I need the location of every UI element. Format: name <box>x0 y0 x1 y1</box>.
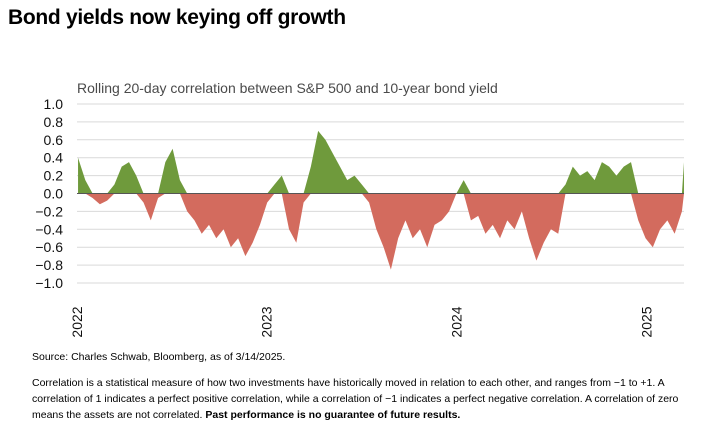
footnote: Correlation is a statistical measure of … <box>32 375 692 423</box>
chart-title: Rolling 20-day correlation between S&P 5… <box>77 80 498 96</box>
y-tick-label: 0.8 <box>44 114 64 130</box>
x-axis-labels: 2022 2023 2024 2025 <box>69 306 655 337</box>
x-tick-label: 2025 <box>639 306 655 337</box>
y-tick-label: −0.8 <box>35 257 63 273</box>
correlation-areas <box>78 130 685 270</box>
y-tick-label: −0.6 <box>35 239 63 255</box>
y-tick-label: 0.6 <box>44 132 64 148</box>
source-note: Source: Charles Schwab, Bloomberg, as of… <box>32 351 286 363</box>
x-tick-label: 2024 <box>448 306 464 337</box>
y-axis-labels: 1.0 0.8 0.6 0.4 0.2 0.0−0.2 −0.4 −0.6 −0.8 −1.0 <box>35 96 63 291</box>
y-tick-label: 0.4 <box>44 150 64 166</box>
y-tick-label: −1.0 <box>35 275 63 291</box>
y-tick-label: 0.2 <box>44 168 64 184</box>
negative-correlation-area <box>78 193 685 270</box>
disclaimer: Past performance is no guarantee of futu… <box>205 409 461 421</box>
grid-lines <box>77 103 684 284</box>
y-tick-label: 1.0 <box>44 96 64 112</box>
positive-correlation-area <box>78 130 685 194</box>
page-headline: Bond yields now keying off growth <box>8 6 346 29</box>
y-tick-label: −0.4 <box>35 221 63 237</box>
y-tick-label: −0.2 <box>35 203 63 219</box>
correlation-explanation: Correlation is a statistical measure of … <box>32 377 679 421</box>
x-tick-label: 2022 <box>69 306 85 337</box>
y-tick-label: 0.0 <box>44 186 64 202</box>
x-tick-label: 2023 <box>259 306 275 337</box>
